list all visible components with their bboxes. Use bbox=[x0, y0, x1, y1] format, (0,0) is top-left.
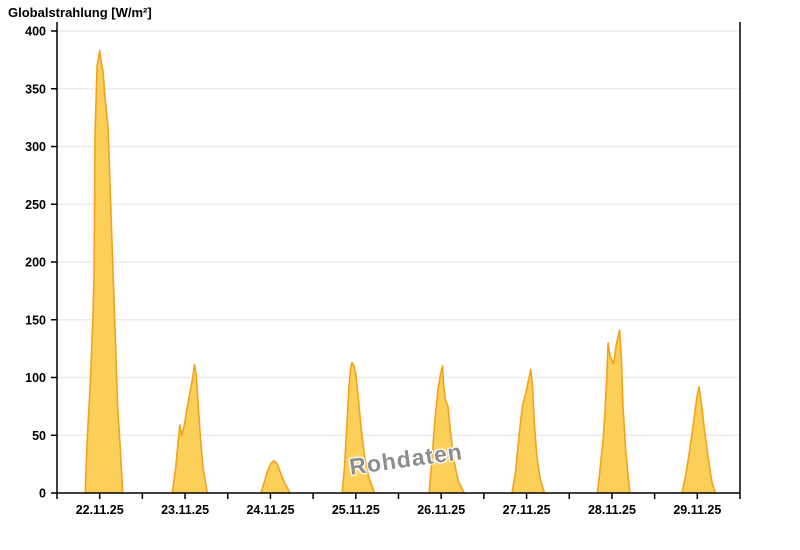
chart-title: Globalstrahlung [W/m²] bbox=[8, 5, 152, 20]
x-tick-label: 28.11.25 bbox=[588, 503, 636, 517]
area-29.11.25 bbox=[681, 386, 716, 493]
x-tick-label: 24.11.25 bbox=[246, 503, 294, 517]
area-outline-26.11.25 bbox=[428, 365, 465, 494]
x-tick-label: 26.11.25 bbox=[417, 503, 465, 517]
area-outline-29.11.25 bbox=[681, 385, 716, 494]
area-24.11.25 bbox=[261, 460, 291, 493]
area-outline-25.11.25 bbox=[341, 361, 376, 494]
x-tick-label: 22.11.25 bbox=[76, 503, 124, 517]
area-25.11.25 bbox=[342, 362, 375, 493]
area-22.11.25 bbox=[85, 50, 123, 493]
area-28.11.25 bbox=[597, 330, 630, 493]
area-outline-27.11.25 bbox=[511, 368, 546, 494]
y-tick-label: 50 bbox=[32, 429, 46, 443]
area-23.11.25 bbox=[172, 364, 208, 493]
x-tick-label: 29.11.25 bbox=[673, 503, 721, 517]
y-tick-label: 200 bbox=[25, 256, 46, 270]
area-27.11.25 bbox=[512, 369, 545, 493]
y-tick-label: 300 bbox=[25, 140, 46, 154]
y-tick-label: 250 bbox=[25, 198, 46, 212]
y-tick-label: 0 bbox=[39, 487, 46, 501]
y-tick-label: 350 bbox=[25, 82, 46, 96]
x-tick-label: 23.11.25 bbox=[161, 503, 209, 517]
y-tick-label: 100 bbox=[25, 371, 46, 385]
area-outline-23.11.25 bbox=[171, 363, 209, 494]
y-tick-label: 400 bbox=[25, 25, 46, 39]
x-tick-label: 25.11.25 bbox=[332, 503, 380, 517]
area-outline-24.11.25 bbox=[260, 459, 291, 494]
area-outline-28.11.25 bbox=[596, 329, 631, 494]
area-outline-22.11.25 bbox=[84, 49, 124, 494]
y-tick-label: 150 bbox=[25, 313, 46, 327]
x-tick-label: 27.11.25 bbox=[503, 503, 551, 517]
